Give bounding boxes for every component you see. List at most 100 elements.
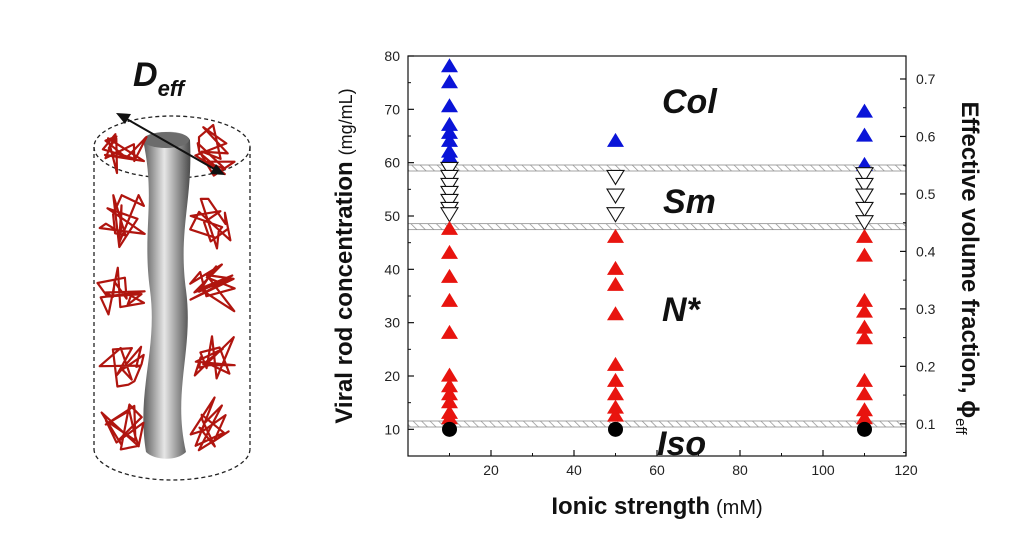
data-point-triangle-up-red-21 xyxy=(856,247,873,262)
data-point-triangle-up-red-12 xyxy=(607,260,624,275)
data-point-triangle-up-red-29 xyxy=(856,410,873,425)
data-point-triangle-up-blue-4 xyxy=(441,124,458,139)
x-tick-label-3: 80 xyxy=(732,462,748,478)
data-point-triangle-down-open-8 xyxy=(606,188,625,205)
data-point-triangle-down-open-12 xyxy=(855,188,874,205)
data-point-triangle-up-red-19 xyxy=(607,407,624,422)
x-axis-ticks: 20 40 60 80 100 120 xyxy=(449,450,918,478)
polymer-coil-1 xyxy=(194,123,236,177)
y-tick-label-2: 30 xyxy=(384,315,400,331)
data-point-triangle-down-open-13 xyxy=(855,201,874,218)
y2-tick-label-6: 0.7 xyxy=(916,71,936,87)
data-points xyxy=(440,58,874,437)
y2-axis-title-main: Effective volume fraction, ϕ xyxy=(956,101,983,418)
data-point-triangle-up-blue-7 xyxy=(441,148,458,163)
x-tick-label-0: 20 xyxy=(483,462,499,478)
viral-rod-shape xyxy=(143,131,191,459)
data-point-triangle-up-red-10 xyxy=(441,410,458,425)
y-tick-label-3: 40 xyxy=(384,261,400,277)
data-point-triangle-up-red-6 xyxy=(441,378,458,393)
polymer-coil-3 xyxy=(189,197,232,250)
data-point-triangle-up-red-23 xyxy=(856,303,873,318)
phase-label-iso: Iso xyxy=(657,425,706,463)
polymer-coil-7 xyxy=(193,335,236,380)
x-tick-label-1: 40 xyxy=(566,462,582,478)
polymer-coil-0 xyxy=(101,133,148,175)
y2-tick-label-3: 0.4 xyxy=(916,243,936,259)
y2-axis-ticks: 0.1 0.2 0.3 0.4 0.5 0.6 0.7 xyxy=(900,71,936,454)
y-tick-label-4: 50 xyxy=(384,208,400,224)
data-point-triangle-down-open-6 xyxy=(440,207,459,223)
polymer-coil-5 xyxy=(189,263,236,313)
data-point-triangle-up-red-18 xyxy=(607,399,624,414)
x-tick-label-2: 60 xyxy=(649,462,665,478)
arrowhead-end xyxy=(210,164,225,175)
polymer-coil-8 xyxy=(100,403,145,451)
deff-label-main: D xyxy=(133,56,158,94)
data-point-triangle-up-blue-2 xyxy=(441,98,458,113)
data-point-triangle-down-open-9 xyxy=(606,207,625,223)
phase-boundary-bands xyxy=(407,164,907,428)
data-point-circle-black-2 xyxy=(857,421,872,437)
polymer-coil-4 xyxy=(96,266,146,316)
y2-tick-label-5: 0.6 xyxy=(916,128,936,144)
y-tick-label-5: 60 xyxy=(384,155,400,171)
data-point-triangle-up-red-22 xyxy=(856,292,873,307)
data-point-triangle-down-open-11 xyxy=(855,177,874,194)
x-axis-title-main: Ionic strength xyxy=(551,493,710,520)
data-point-circle-black-1 xyxy=(608,421,623,437)
polymer-coil-9 xyxy=(189,396,230,452)
data-point-circle-black-0 xyxy=(442,421,457,437)
data-point-triangle-down-open-14 xyxy=(855,215,874,231)
data-point-triangle-up-blue-0 xyxy=(441,58,458,73)
y-axis-title-unit: (mg/mL) xyxy=(336,88,356,155)
x-tick-label-5: 120 xyxy=(894,462,918,478)
phase-label-col: Col xyxy=(662,83,718,121)
data-point-triangle-down-open-4 xyxy=(440,193,459,210)
y2-tick-label-2: 0.3 xyxy=(916,301,936,317)
deff-label: Deff xyxy=(133,56,187,101)
data-point-triangle-up-red-24 xyxy=(856,319,873,334)
data-point-triangle-up-red-4 xyxy=(441,324,458,339)
data-point-triangle-up-blue-3 xyxy=(441,116,458,131)
data-point-triangle-up-red-11 xyxy=(607,228,624,243)
data-point-triangle-up-red-1 xyxy=(441,244,458,259)
viral-rod-top xyxy=(143,132,189,148)
data-point-triangle-up-red-3 xyxy=(441,292,458,307)
data-point-triangle-up-red-0 xyxy=(441,220,458,235)
data-point-triangle-up-red-7 xyxy=(441,386,458,401)
plot-frame xyxy=(407,55,907,457)
data-point-triangle-down-open-1 xyxy=(440,169,459,186)
y2-tick-label-0: 0.1 xyxy=(916,416,936,432)
y2-axis-title-sub: eff xyxy=(952,418,969,435)
data-point-triangle-down-open-0 xyxy=(440,161,459,178)
y-tick-label-0: 10 xyxy=(384,421,400,437)
x-tick-label-4: 100 xyxy=(811,462,835,478)
y-tick-label-1: 20 xyxy=(384,368,400,384)
y2-axis-title: Effective volume fraction, ϕeff xyxy=(952,101,983,435)
data-point-triangle-down-open-10 xyxy=(855,167,874,183)
diameter-arrow xyxy=(124,117,217,171)
cylinder-bottom-arc xyxy=(93,448,251,481)
data-point-triangle-up-red-8 xyxy=(441,394,458,409)
data-point-triangle-down-open-7 xyxy=(606,169,625,186)
phase-boundary-band-0 xyxy=(407,164,907,172)
data-point-triangle-up-red-26 xyxy=(856,372,873,387)
data-point-triangle-up-red-15 xyxy=(607,356,624,371)
phase-label-nematic: N* xyxy=(662,291,702,329)
y-axis-title: Viral rod concentration (mg/mL) xyxy=(331,88,358,423)
data-point-triangle-up-red-17 xyxy=(607,386,624,401)
data-point-triangle-down-open-3 xyxy=(440,185,459,202)
arrowhead-start xyxy=(116,113,131,124)
x-axis-title-unit: (mM) xyxy=(716,497,763,519)
data-point-triangle-up-red-2 xyxy=(441,268,458,283)
y-axis-title-main: Viral rod concentration xyxy=(331,161,358,423)
polymer-coil-6 xyxy=(98,345,145,388)
data-point-triangle-up-red-27 xyxy=(856,386,873,401)
x-axis-title: Ionic strength (mM) xyxy=(551,493,762,520)
data-point-triangle-down-open-2 xyxy=(440,177,459,194)
data-point-triangle-up-blue-9 xyxy=(856,103,873,118)
y-tick-label-6: 70 xyxy=(384,101,400,117)
